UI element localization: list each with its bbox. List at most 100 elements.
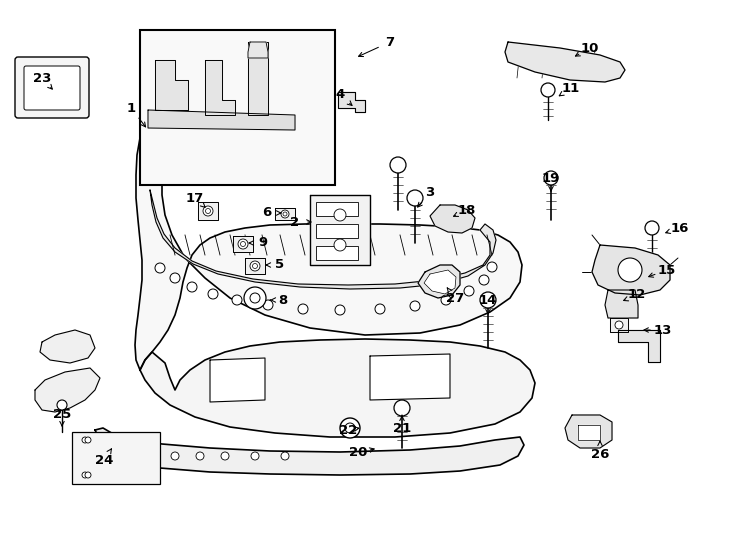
Circle shape bbox=[480, 292, 496, 308]
Circle shape bbox=[85, 472, 91, 478]
Circle shape bbox=[203, 206, 213, 216]
Polygon shape bbox=[233, 236, 253, 252]
Circle shape bbox=[464, 286, 474, 296]
Polygon shape bbox=[430, 205, 475, 233]
Text: 13: 13 bbox=[654, 323, 672, 336]
Text: 11: 11 bbox=[562, 82, 580, 94]
Circle shape bbox=[241, 241, 245, 246]
Circle shape bbox=[196, 452, 204, 460]
Text: 25: 25 bbox=[53, 408, 71, 422]
Circle shape bbox=[479, 275, 489, 285]
Polygon shape bbox=[565, 415, 612, 448]
Circle shape bbox=[345, 423, 355, 433]
Circle shape bbox=[410, 301, 420, 311]
Bar bbox=[316, 246, 358, 260]
Polygon shape bbox=[205, 60, 235, 115]
Text: 4: 4 bbox=[335, 89, 345, 102]
Polygon shape bbox=[605, 290, 638, 318]
Text: 15: 15 bbox=[658, 264, 676, 276]
Text: 23: 23 bbox=[33, 71, 51, 84]
Polygon shape bbox=[610, 318, 628, 332]
Circle shape bbox=[615, 321, 623, 329]
Polygon shape bbox=[198, 202, 218, 220]
Bar bbox=[140, 30, 335, 185]
Polygon shape bbox=[135, 130, 522, 370]
Text: 8: 8 bbox=[278, 294, 288, 307]
Circle shape bbox=[541, 83, 555, 97]
Text: 10: 10 bbox=[581, 42, 599, 55]
Circle shape bbox=[441, 295, 451, 305]
Circle shape bbox=[251, 452, 259, 460]
Polygon shape bbox=[245, 258, 265, 274]
Circle shape bbox=[170, 273, 180, 283]
Circle shape bbox=[252, 264, 258, 268]
Text: 20: 20 bbox=[349, 447, 367, 460]
FancyBboxPatch shape bbox=[24, 66, 80, 110]
Polygon shape bbox=[40, 330, 95, 363]
Text: 3: 3 bbox=[426, 186, 435, 199]
Polygon shape bbox=[418, 265, 460, 298]
Circle shape bbox=[645, 221, 659, 235]
Circle shape bbox=[394, 400, 410, 416]
Circle shape bbox=[57, 400, 67, 410]
Polygon shape bbox=[35, 368, 100, 412]
Circle shape bbox=[283, 212, 287, 216]
Circle shape bbox=[375, 304, 385, 314]
Polygon shape bbox=[592, 245, 670, 295]
Text: 26: 26 bbox=[591, 449, 609, 462]
Polygon shape bbox=[140, 339, 535, 437]
Circle shape bbox=[187, 282, 197, 292]
Circle shape bbox=[82, 472, 88, 478]
Text: 12: 12 bbox=[628, 288, 646, 301]
Polygon shape bbox=[370, 354, 450, 400]
Circle shape bbox=[238, 239, 248, 249]
Text: 9: 9 bbox=[258, 237, 268, 249]
Polygon shape bbox=[95, 428, 524, 475]
Circle shape bbox=[151, 452, 159, 460]
Circle shape bbox=[250, 293, 260, 303]
Circle shape bbox=[206, 208, 211, 213]
Polygon shape bbox=[338, 92, 365, 112]
Circle shape bbox=[263, 300, 273, 310]
Circle shape bbox=[232, 295, 242, 305]
Circle shape bbox=[390, 157, 406, 173]
Text: 16: 16 bbox=[671, 221, 689, 234]
Bar bbox=[72, 432, 160, 484]
Polygon shape bbox=[424, 270, 456, 294]
Circle shape bbox=[221, 452, 229, 460]
Circle shape bbox=[487, 262, 497, 272]
Circle shape bbox=[171, 452, 179, 460]
Text: 19: 19 bbox=[542, 172, 560, 185]
Circle shape bbox=[281, 210, 289, 218]
Circle shape bbox=[334, 239, 346, 251]
Circle shape bbox=[250, 261, 260, 271]
Text: 21: 21 bbox=[393, 422, 411, 435]
Circle shape bbox=[340, 418, 360, 438]
Text: 5: 5 bbox=[275, 259, 285, 272]
Polygon shape bbox=[310, 195, 370, 265]
Circle shape bbox=[335, 305, 345, 315]
Polygon shape bbox=[248, 42, 268, 58]
Text: 22: 22 bbox=[339, 423, 357, 436]
Polygon shape bbox=[248, 42, 268, 115]
Text: 27: 27 bbox=[446, 292, 464, 305]
Text: 2: 2 bbox=[291, 215, 299, 228]
Circle shape bbox=[155, 263, 165, 273]
Polygon shape bbox=[578, 425, 600, 440]
Circle shape bbox=[244, 287, 266, 309]
Polygon shape bbox=[275, 208, 295, 220]
Circle shape bbox=[407, 190, 423, 206]
Polygon shape bbox=[618, 330, 660, 362]
Circle shape bbox=[618, 258, 642, 282]
Circle shape bbox=[544, 171, 558, 185]
Circle shape bbox=[298, 304, 308, 314]
FancyBboxPatch shape bbox=[15, 57, 89, 118]
Bar bbox=[316, 202, 358, 216]
Text: 18: 18 bbox=[458, 204, 476, 217]
Text: 14: 14 bbox=[479, 294, 497, 307]
Circle shape bbox=[208, 289, 218, 299]
Bar bbox=[316, 224, 358, 238]
Polygon shape bbox=[148, 110, 295, 130]
Text: 7: 7 bbox=[385, 36, 395, 49]
Text: 1: 1 bbox=[126, 102, 136, 114]
